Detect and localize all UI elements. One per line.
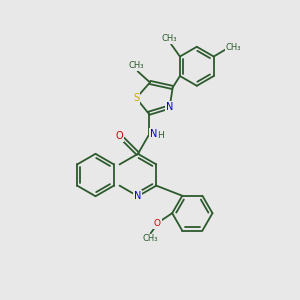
Text: N: N xyxy=(134,191,142,201)
Text: N: N xyxy=(150,129,157,139)
Text: N: N xyxy=(166,102,173,112)
Text: CH₃: CH₃ xyxy=(162,34,177,43)
Text: CH₃: CH₃ xyxy=(143,234,158,243)
Text: H: H xyxy=(158,131,164,140)
Text: O: O xyxy=(154,219,161,228)
Text: O: O xyxy=(116,131,123,141)
Text: S: S xyxy=(133,93,139,103)
Text: CH₃: CH₃ xyxy=(225,43,241,52)
Text: CH₃: CH₃ xyxy=(128,61,144,70)
